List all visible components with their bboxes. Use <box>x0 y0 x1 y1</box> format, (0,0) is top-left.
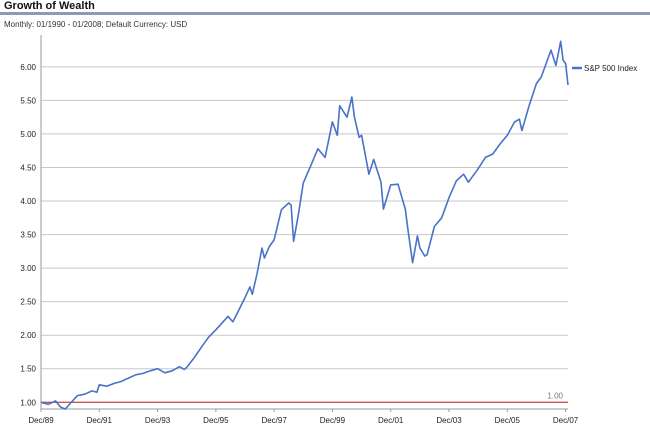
x-tick-label: Dec/91 <box>87 416 113 425</box>
y-tick-label: 6.00 <box>20 63 36 72</box>
x-tick-label: Dec/05 <box>495 416 521 425</box>
y-tick-label: 2.50 <box>20 298 36 307</box>
x-tick-label: Dec/93 <box>145 416 171 425</box>
title-divider <box>0 12 650 15</box>
y-tick-label: 1.50 <box>20 365 36 374</box>
reference-line-label: 1.00 <box>547 391 563 400</box>
x-tick-label: Dec/95 <box>203 416 229 425</box>
y-tick-label: 3.50 <box>20 231 36 240</box>
x-tick-label: Dec/97 <box>261 416 287 425</box>
x-tick-label: Dec/99 <box>320 416 346 425</box>
x-tick-label: Dec/03 <box>436 416 462 425</box>
y-tick-label: 4.00 <box>20 197 36 206</box>
y-tick-label: 3.00 <box>20 264 36 273</box>
y-tick-label: 2.00 <box>20 331 36 340</box>
legend-label: S&P 500 Index <box>584 64 637 73</box>
series-line-sp500 <box>40 40 569 410</box>
y-tick-label: 4.50 <box>20 163 36 172</box>
y-tick-label: 5.50 <box>20 96 36 105</box>
y-tick-label: 1.00 <box>20 398 36 407</box>
y-tick-label: 5.00 <box>20 130 36 139</box>
x-tick-label: Dec/89 <box>28 416 54 425</box>
x-tick-label: Dec/01 <box>378 416 404 425</box>
chart-subtitle: Monthly: 01/1990 - 01/2008; Default Curr… <box>4 20 188 29</box>
x-tick-label: Dec/07 <box>553 416 579 425</box>
chart-title: Growth of Wealth <box>4 0 95 12</box>
